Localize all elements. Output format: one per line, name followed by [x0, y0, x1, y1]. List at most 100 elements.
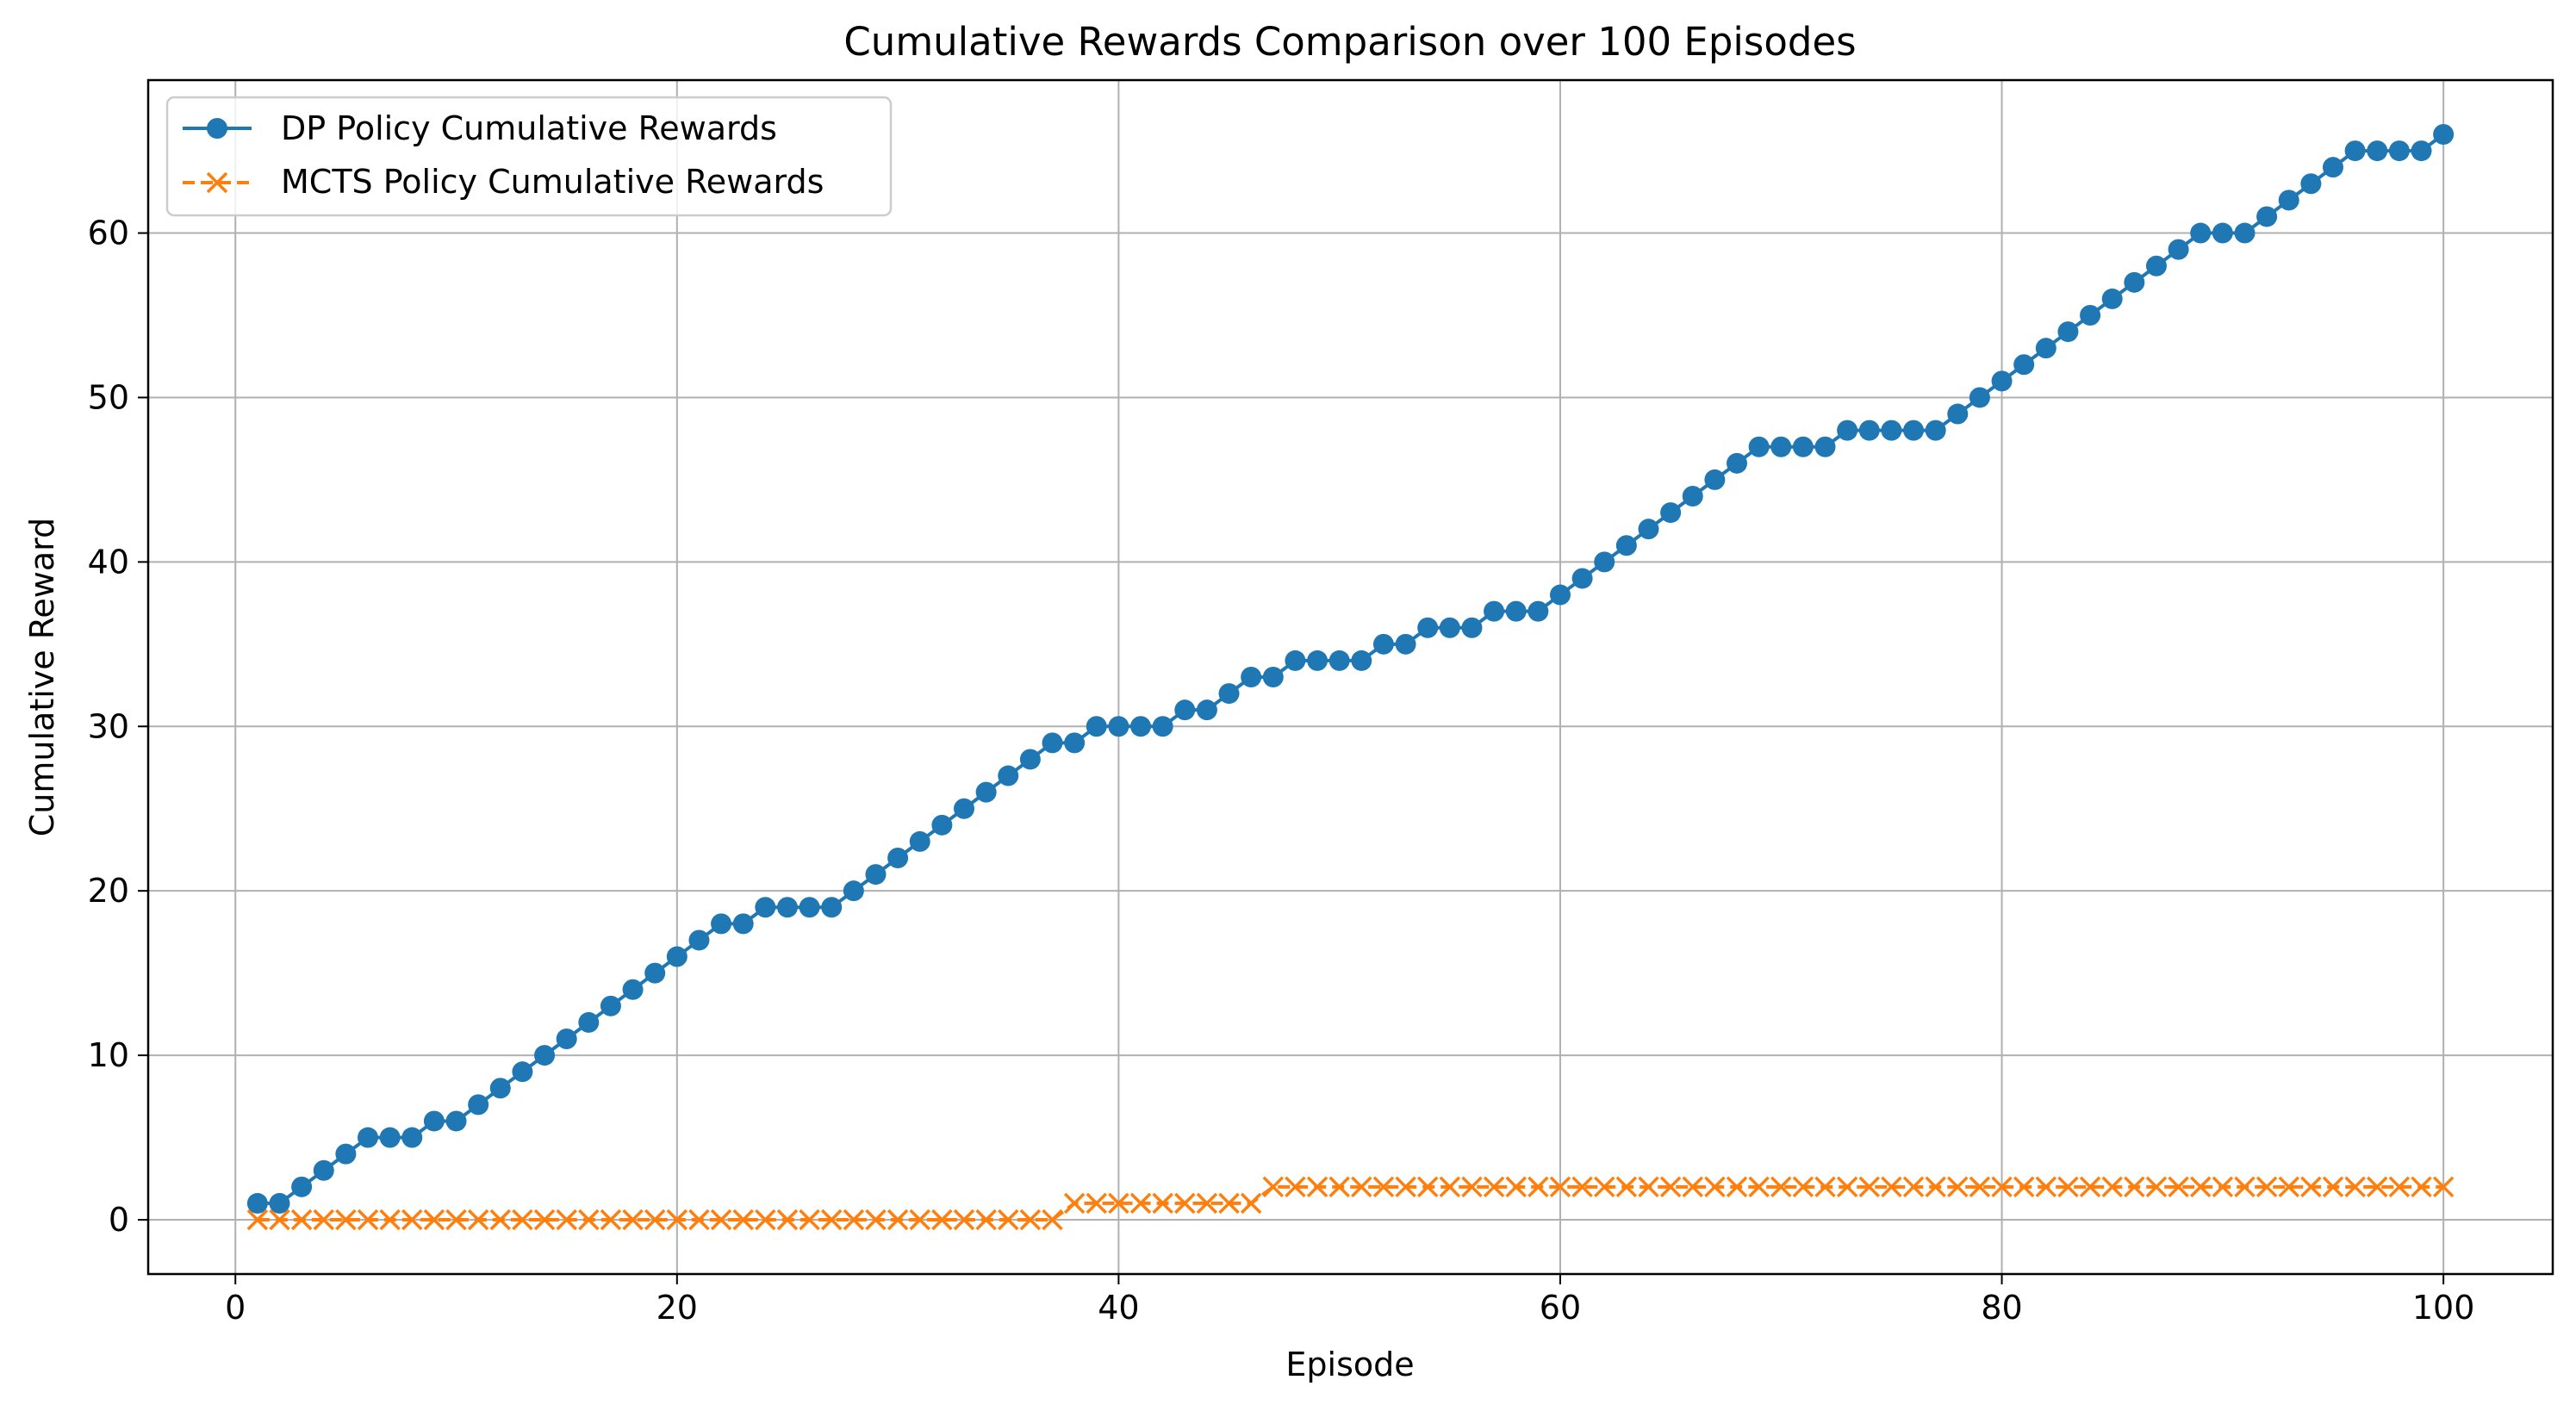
- data-point-stroke: [445, 1209, 467, 1231]
- data-point: [1571, 568, 1593, 589]
- data-point: [1814, 436, 1836, 457]
- data-point: [755, 897, 776, 918]
- data-point: [1019, 749, 1041, 770]
- data-point: [2212, 1176, 2234, 1198]
- data-point-stroke: [313, 1209, 334, 1231]
- data-point: [953, 1209, 975, 1231]
- data-point: [1770, 436, 1792, 457]
- data-point: [2212, 222, 2233, 244]
- data-point: [1991, 1176, 2013, 1198]
- legend-label-dp: DP Policy Cumulative Rewards: [281, 109, 777, 147]
- data-point: [2278, 1176, 2299, 1198]
- data-point: [1196, 699, 1217, 721]
- data-point: [512, 1209, 533, 1231]
- data-point: [1925, 1176, 1946, 1198]
- data-point: [401, 1127, 423, 1148]
- legend-label-mcts: MCTS Policy Cumulative Rewards: [281, 163, 824, 201]
- data-point: [1152, 716, 1173, 737]
- data-point: [1285, 1176, 1306, 1198]
- data-point-stroke: [1285, 1176, 1306, 1198]
- data-point: [1439, 1176, 1461, 1198]
- data-point: [1262, 667, 1284, 687]
- data-point: [644, 962, 666, 984]
- data-point-stroke: [1063, 1192, 1086, 1215]
- data-point-stroke: [2212, 1176, 2234, 1198]
- data-point-stroke: [1881, 1176, 1902, 1198]
- data-point: [1196, 1192, 1218, 1215]
- data-point: [1947, 403, 1969, 425]
- data-point: [1969, 1176, 1991, 1198]
- data-point: [732, 1209, 754, 1231]
- data-point: [1881, 420, 1902, 441]
- y-tick-label: 50: [88, 378, 129, 416]
- data-point-stroke: [2101, 1176, 2123, 1198]
- data-point: [953, 798, 974, 819]
- data-point: [666, 946, 688, 967]
- data-point: [1395, 633, 1416, 655]
- data-point-stroke: [2411, 1176, 2432, 1198]
- series-layer: [246, 124, 2455, 1231]
- legend-marker-mcts: [206, 171, 228, 194]
- data-point: [1682, 1176, 1703, 1198]
- data-point: [821, 897, 843, 918]
- data-point: [931, 1209, 953, 1231]
- x-tick-label: 20: [656, 1289, 698, 1327]
- data-point: [2013, 1176, 2035, 1198]
- data-point-stroke: [401, 1209, 423, 1231]
- data-point: [467, 1209, 489, 1231]
- data-point: [600, 995, 621, 1016]
- data-point: [776, 1209, 799, 1231]
- legend-marker-dp: [207, 118, 227, 139]
- data-point: [666, 1209, 688, 1231]
- data-point-stroke: [2344, 1176, 2366, 1198]
- data-point: [1638, 1176, 1659, 1198]
- data-point: [1262, 1176, 1285, 1198]
- x-tick-label: 40: [1098, 1289, 1139, 1327]
- data-point-stroke: [269, 1209, 290, 1231]
- data-point-stroke: [1042, 1209, 1063, 1231]
- data-point-stroke: [622, 1209, 644, 1231]
- data-point: [2234, 222, 2256, 244]
- data-point-stroke: [423, 1209, 445, 1231]
- data-point-stroke: [998, 1209, 1019, 1231]
- data-point: [2300, 173, 2322, 195]
- data-point: [1881, 1176, 1902, 1198]
- data-point: [1660, 502, 1682, 524]
- data-point: [578, 1011, 600, 1033]
- data-point: [1726, 1176, 1748, 1198]
- y-tick-label: 20: [88, 872, 129, 910]
- data-point: [2278, 190, 2299, 211]
- data-point-stroke: [1615, 1176, 1638, 1198]
- data-point: [1682, 486, 1703, 507]
- data-point: [975, 1209, 997, 1231]
- data-point-stroke: [1571, 1176, 1593, 1198]
- data-point: [1947, 1176, 1969, 1198]
- data-point: [1307, 650, 1328, 671]
- legend: DP Policy Cumulative Rewards MCTS Policy…: [165, 96, 893, 217]
- data-point-stroke: [1902, 1176, 1925, 1198]
- data-point: [1903, 420, 1925, 441]
- data-point-stroke: [1218, 1192, 1240, 1215]
- data-point-stroke: [1439, 1176, 1461, 1198]
- data-point-stroke: [600, 1209, 622, 1231]
- data-point: [1351, 1176, 1372, 1198]
- data-point: [843, 880, 864, 902]
- data-point: [1549, 584, 1571, 606]
- data-point: [1417, 617, 1439, 638]
- data-point: [1461, 1176, 1483, 1198]
- data-point-stroke: [799, 1209, 820, 1231]
- data-point: [998, 1209, 1019, 1231]
- data-point-stroke: [1152, 1192, 1173, 1215]
- data-point: [711, 913, 732, 935]
- data-point-stroke: [2432, 1176, 2455, 1198]
- data-point-stroke: [843, 1209, 865, 1231]
- data-point: [269, 1192, 290, 1214]
- data-point: [909, 1209, 930, 1231]
- data-point: [2124, 271, 2145, 293]
- data-point: [2322, 157, 2343, 178]
- series-line-0: [257, 133, 2445, 1205]
- data-point: [358, 1127, 379, 1148]
- data-point: [732, 913, 754, 935]
- data-point-stroke: [1947, 1176, 1969, 1198]
